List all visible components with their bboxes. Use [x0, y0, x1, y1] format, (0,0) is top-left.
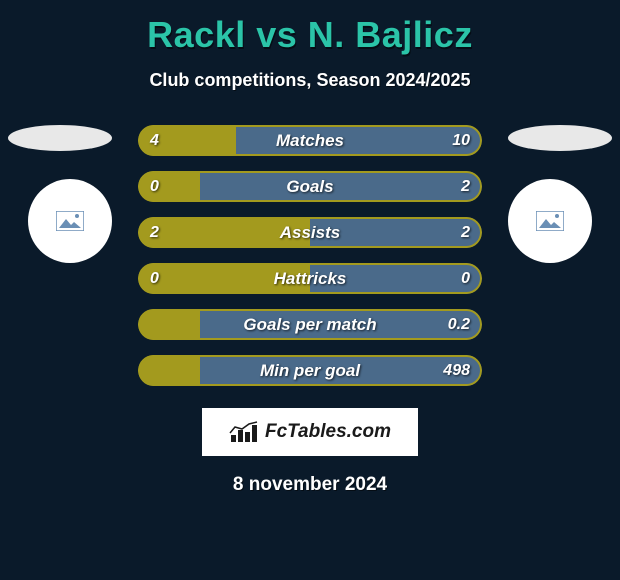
- player-right-avatar: [508, 179, 592, 263]
- image-placeholder-icon: [536, 211, 564, 231]
- stat-label: Hattricks: [138, 263, 482, 294]
- stat-value-left: 2: [150, 217, 159, 248]
- stat-value-right: 2: [461, 217, 470, 248]
- stat-bar: Goals per match0.2: [138, 309, 482, 340]
- chart-area: Matches410Goals02Assists22Hattricks00Goa…: [0, 125, 620, 386]
- stat-bar: Goals0 2: [138, 171, 482, 202]
- stat-value-left: 4: [150, 125, 159, 156]
- comparison-title: Rackl vs N. Bajlicz: [0, 0, 620, 56]
- fctables-logo: FcTables.com: [202, 408, 418, 456]
- stat-value-right: 2: [461, 171, 470, 202]
- stat-value-right: 0: [461, 263, 470, 294]
- stat-label: Min per goal: [138, 355, 482, 386]
- stat-bar: Assists2 2: [138, 217, 482, 248]
- stat-label: Goals per match: [138, 309, 482, 340]
- image-placeholder-icon: [56, 211, 84, 231]
- stat-bars: Matches410Goals02Assists22Hattricks00Goa…: [138, 125, 482, 386]
- player-left-avatar: [28, 179, 112, 263]
- stat-label: Assists: [138, 217, 482, 248]
- player-right-ellipse: [508, 125, 612, 151]
- stat-value-left: 0: [150, 263, 159, 294]
- stat-bar: Matches4 10: [138, 125, 482, 156]
- stat-value-left: 0: [150, 171, 159, 202]
- stat-value-right: 498: [443, 355, 470, 386]
- stat-value-right: 0.2: [448, 309, 470, 340]
- logo-chart-icon: [229, 421, 259, 443]
- logo-text: FcTables.com: [265, 421, 391, 443]
- comparison-subtitle: Club competitions, Season 2024/2025: [0, 70, 620, 91]
- stat-value-right: 10: [452, 125, 470, 156]
- stat-label: Goals: [138, 171, 482, 202]
- stat-bar: Min per goal498: [138, 355, 482, 386]
- stat-bar: Hattricks0 0: [138, 263, 482, 294]
- date-label: 8 november 2024: [0, 474, 620, 496]
- stat-label: Matches: [138, 125, 482, 156]
- player-left-ellipse: [8, 125, 112, 151]
